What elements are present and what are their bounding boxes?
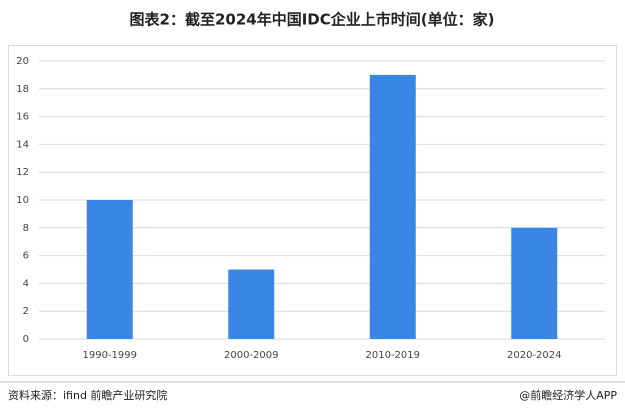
credit: @前瞻经济学人APP	[519, 388, 617, 402]
y-tick-label: 4	[23, 278, 29, 289]
y-tick-label: 16	[16, 112, 29, 123]
bar	[511, 227, 558, 339]
y-tick-label: 18	[16, 84, 29, 95]
chart-frame	[8, 45, 617, 376]
y-tick-label: 20	[16, 56, 29, 67]
y-tick-label: 2	[23, 306, 29, 317]
x-tick-label: 2000-2009	[224, 350, 279, 361]
y-tick-label: 0	[23, 334, 29, 345]
y-tick-label: 8	[23, 223, 29, 234]
x-tick-label: 2020-2024	[507, 350, 562, 361]
chart-title: 图表2：截至2024年中国IDC企业上市时间(单位：家)	[130, 11, 495, 29]
bar	[369, 74, 416, 340]
bar	[228, 269, 275, 339]
source: 资料来源：ifind 前瞻产业研究院	[8, 388, 167, 402]
y-tick-label: 12	[16, 167, 29, 178]
y-tick-label: 10	[16, 195, 29, 206]
bar	[86, 200, 133, 339]
y-tick-label: 6	[23, 251, 29, 262]
y-tick-label: 14	[16, 139, 29, 150]
x-tick-label: 1990-1999	[82, 350, 137, 361]
x-tick-label: 2010-2019	[365, 350, 420, 361]
